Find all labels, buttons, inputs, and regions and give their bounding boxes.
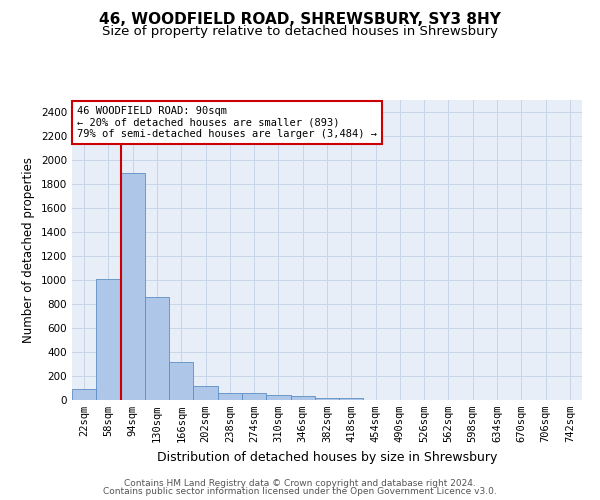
Text: Size of property relative to detached houses in Shrewsbury: Size of property relative to detached ho…	[102, 25, 498, 38]
X-axis label: Distribution of detached houses by size in Shrewsbury: Distribution of detached houses by size …	[157, 450, 497, 464]
Bar	[339, 398, 364, 400]
Bar	[242, 394, 266, 400]
Bar	[145, 297, 169, 400]
Bar	[121, 173, 145, 400]
Text: 46, WOODFIELD ROAD, SHREWSBURY, SY3 8HY: 46, WOODFIELD ROAD, SHREWSBURY, SY3 8HY	[99, 12, 501, 28]
Bar	[72, 389, 96, 400]
Text: Contains public sector information licensed under the Open Government Licence v3: Contains public sector information licen…	[103, 487, 497, 496]
Bar	[315, 398, 339, 400]
Bar	[290, 396, 315, 400]
Bar	[96, 279, 121, 400]
Text: Contains HM Land Registry data © Crown copyright and database right 2024.: Contains HM Land Registry data © Crown c…	[124, 478, 476, 488]
Bar	[169, 362, 193, 400]
Bar	[266, 394, 290, 400]
Y-axis label: Number of detached properties: Number of detached properties	[22, 157, 35, 343]
Bar	[218, 393, 242, 400]
Text: 46 WOODFIELD ROAD: 90sqm
← 20% of detached houses are smaller (893)
79% of semi-: 46 WOODFIELD ROAD: 90sqm ← 20% of detach…	[77, 106, 377, 139]
Bar	[193, 386, 218, 400]
